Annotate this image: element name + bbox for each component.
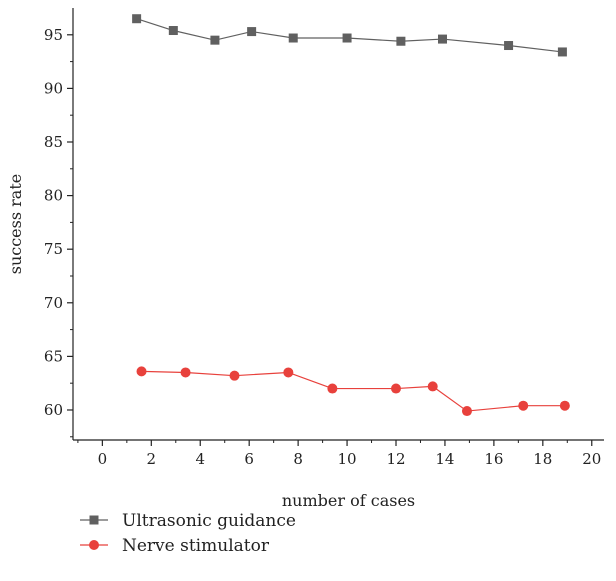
x-tick-label: 16 bbox=[484, 450, 503, 468]
legend: Ultrasonic guidance Nerve stimulator bbox=[80, 511, 296, 556]
data-point bbox=[396, 36, 406, 46]
data-point bbox=[461, 406, 472, 417]
data-point bbox=[132, 14, 142, 24]
x-tick-label: 0 bbox=[98, 450, 108, 468]
data-point bbox=[180, 367, 191, 378]
x-tick-label: 20 bbox=[582, 450, 601, 468]
y-axis-title: success rate bbox=[6, 174, 25, 275]
data-point bbox=[288, 33, 298, 43]
series-nerve-stimulator bbox=[136, 366, 570, 417]
y-tick-label: 65 bbox=[44, 347, 63, 365]
series-layer bbox=[132, 14, 570, 417]
y-tick-label: 85 bbox=[44, 133, 63, 151]
data-point bbox=[210, 35, 220, 45]
data-point bbox=[504, 41, 514, 51]
series-line bbox=[136, 18, 563, 53]
data-point bbox=[247, 27, 257, 37]
axes: 60 65 70 75 80 85 90 95 0 2 4 6 8 10 12 14 16 18 20 number … bbox=[6, 8, 604, 510]
x-tick-label: 12 bbox=[386, 450, 405, 468]
x-tick-label: 6 bbox=[244, 450, 254, 468]
data-point bbox=[557, 47, 567, 57]
x-tick-label: 2 bbox=[147, 450, 157, 468]
legend-label: Ultrasonic guidance bbox=[122, 511, 296, 531]
legend-marker bbox=[89, 540, 99, 550]
data-point bbox=[518, 400, 529, 411]
y-tick-label: 70 bbox=[44, 294, 63, 312]
x-tick-label: 4 bbox=[195, 450, 205, 468]
y-tick-label: 75 bbox=[44, 240, 63, 258]
x-tick-label: 10 bbox=[338, 450, 357, 468]
data-point bbox=[559, 400, 570, 411]
y-tick-label: 90 bbox=[44, 79, 63, 97]
legend-label: Nerve stimulator bbox=[122, 536, 270, 556]
data-point bbox=[136, 366, 147, 377]
data-point bbox=[229, 370, 240, 381]
data-point bbox=[427, 381, 438, 392]
x-tick-label: 14 bbox=[435, 450, 454, 468]
y-tick-label: 95 bbox=[44, 26, 63, 44]
x-axis-title: number of cases bbox=[282, 491, 415, 510]
y-tick-label: 80 bbox=[44, 187, 63, 205]
data-point bbox=[283, 367, 294, 378]
x-tick-label: 18 bbox=[533, 450, 552, 468]
x-tick-label: 8 bbox=[293, 450, 303, 468]
legend-marker bbox=[89, 515, 99, 525]
series-ultrasonic-guidance bbox=[132, 14, 567, 57]
data-point bbox=[342, 33, 352, 43]
data-point bbox=[391, 383, 402, 394]
data-point bbox=[327, 383, 338, 394]
data-point bbox=[168, 26, 178, 36]
legend-item: Nerve stimulator bbox=[80, 536, 270, 556]
y-tick-label: 60 bbox=[44, 401, 63, 419]
series-line bbox=[141, 370, 565, 412]
data-point bbox=[437, 34, 447, 44]
legend-item: Ultrasonic guidance bbox=[80, 511, 296, 531]
